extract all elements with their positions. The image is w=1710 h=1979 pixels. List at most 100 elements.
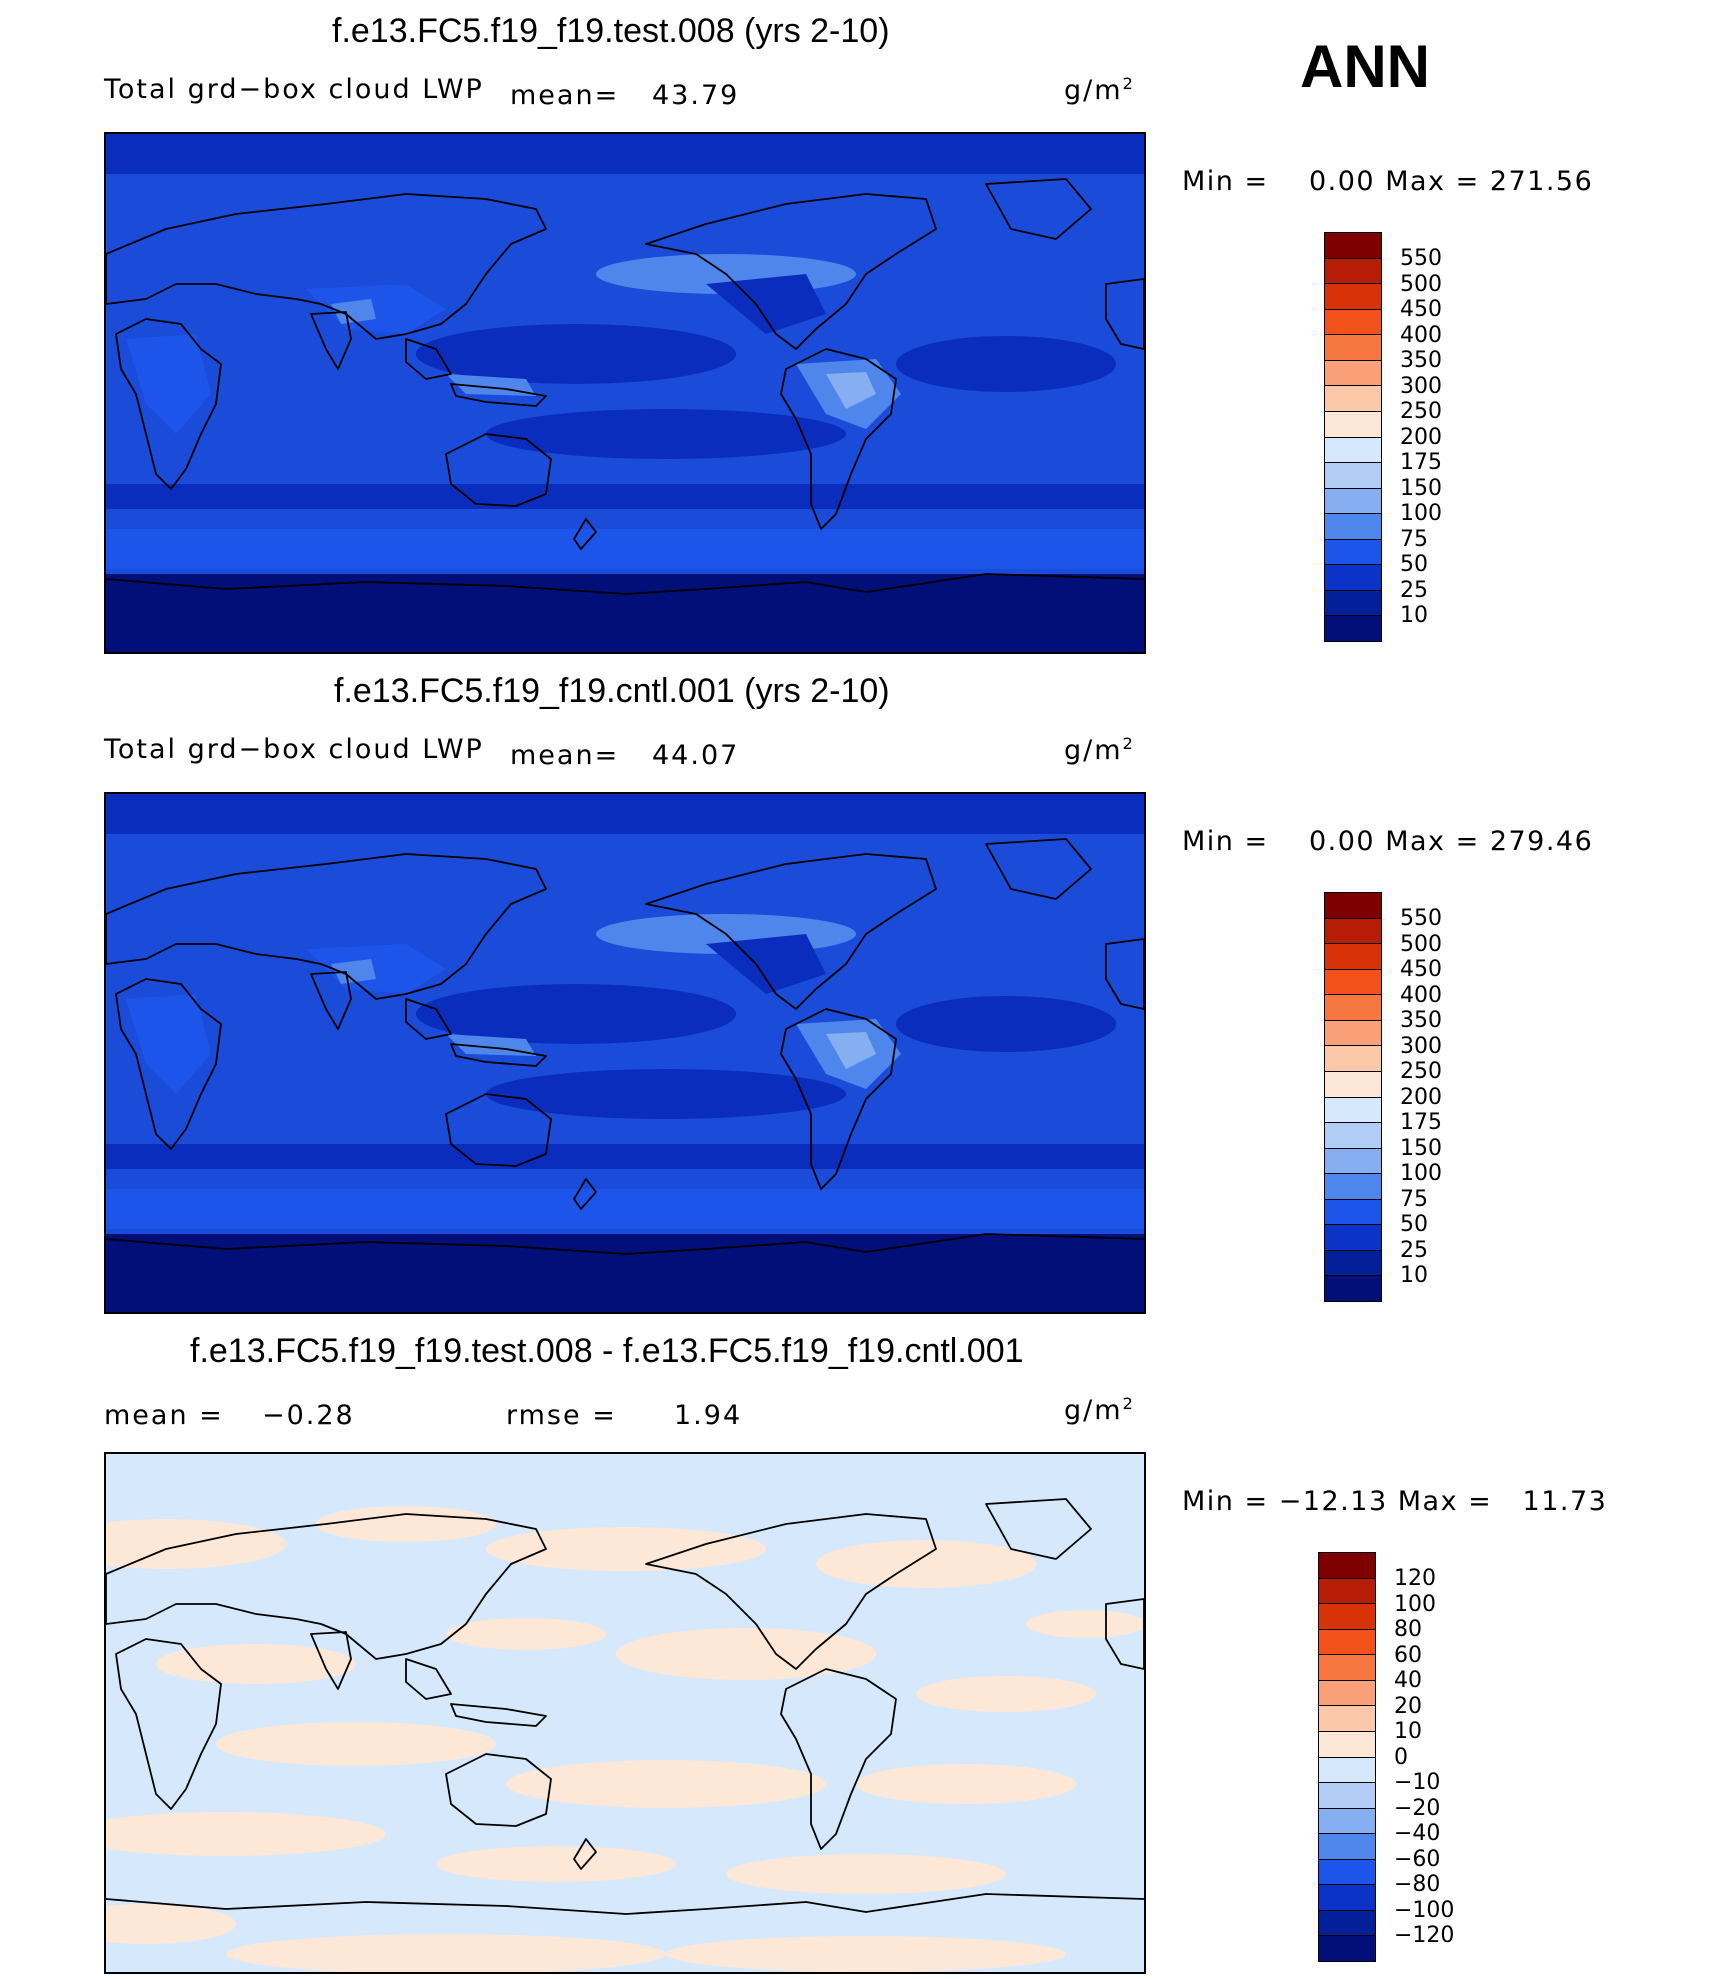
colorbar-tick-label: 75 (1400, 526, 1428, 552)
colorbar-swatch (1325, 1071, 1381, 1098)
map-field-band (106, 794, 1144, 834)
map-field-patch (826, 372, 876, 409)
colorbar-swatch (1325, 514, 1381, 540)
colorbar-swatch (1319, 1834, 1375, 1860)
map-field-band (106, 574, 1144, 652)
coastline (405, 338, 452, 380)
panel1-map (104, 132, 1146, 654)
panel1-minmax: Min = 0.00 Max = 271.56 (1182, 166, 1594, 197)
panel1-title: f.e13.FC5.f19_f19.test.008 (yrs 2-10) (332, 12, 890, 50)
panel1-colorbar-labels: 550 500 450 400 350 300 250 200 175 150 100 75 50 25 1… (1400, 246, 1442, 629)
colorbar-swatch (1319, 1910, 1375, 1937)
colorbar-swatch (1325, 411, 1381, 438)
coastline (115, 1638, 222, 1810)
map-field-patch (486, 409, 846, 459)
map-field-band (106, 1144, 1144, 1169)
colorbar-swatch (1319, 1808, 1375, 1835)
panel2-colorbar-labels: 550 500 450 400 350 300 250 200 175 150 100 75 50 25 1… (1400, 906, 1442, 1289)
colorbar-swatch (1325, 1225, 1381, 1251)
coastline (450, 1043, 547, 1067)
colorbar-swatch (1325, 565, 1381, 591)
colorbar-tick-label: 100 (1400, 501, 1442, 526)
colorbar-tick-label: 60 (1394, 1642, 1422, 1668)
colorbar-swatch (1319, 1936, 1375, 1961)
coastline (645, 193, 937, 350)
map-field-patch (126, 334, 211, 434)
map-field-patch (1026, 1610, 1144, 1638)
colorbar-tick-label: 350 (1400, 1008, 1442, 1033)
map-field-patch (106, 1904, 236, 1944)
map-field-patch (331, 299, 376, 324)
colorbar-swatch (1319, 1731, 1375, 1758)
colorbar-tick-label: 550 (1400, 906, 1442, 931)
map-field-band (106, 1234, 1144, 1312)
panel2-mean-label: mean= (510, 740, 620, 771)
coastline (985, 178, 1092, 240)
panel3-mean-label: mean = (104, 1400, 224, 1431)
panel2-map-svg (106, 794, 1144, 1312)
panel1-mean-label: mean= (510, 80, 620, 111)
coastline (310, 1631, 352, 1690)
colorbar-swatch (1319, 1859, 1375, 1886)
coastline (1105, 938, 1144, 1010)
colorbar-swatch (1325, 539, 1381, 566)
colorbar-tick-label: 500 (1400, 271, 1442, 297)
coastline (106, 1233, 1144, 1255)
map-field-band (106, 484, 1144, 509)
colorbar-swatch (1325, 1020, 1381, 1047)
coastline (115, 318, 222, 490)
coastline (106, 1893, 1144, 1915)
panel3-units: g/m2 (1064, 1394, 1135, 1426)
coastline (985, 838, 1092, 900)
map-field-patch (896, 336, 1116, 392)
colorbar-swatch (1319, 1629, 1375, 1656)
panel3-map (104, 1452, 1146, 1974)
colorbar-tick-label: 10 (1400, 1263, 1428, 1288)
colorbar-swatch (1325, 893, 1381, 919)
colorbar-tick-label: 25 (1400, 1237, 1428, 1263)
coastline (573, 518, 597, 550)
coastline (450, 383, 547, 407)
map-field-patch (416, 984, 736, 1044)
colorbar-swatch (1325, 1097, 1381, 1124)
coastline (445, 1093, 552, 1167)
colorbar-swatch (1325, 1123, 1381, 1149)
panel2-map (104, 792, 1146, 1314)
coastline (645, 1513, 937, 1670)
map-field-patch (486, 1527, 766, 1571)
map-field-patch (506, 1760, 826, 1808)
map-field-patch (916, 1676, 1096, 1712)
panel3-rmse-value: 1.94 (674, 1400, 743, 1431)
panel2-mean-value: 44.07 (652, 740, 740, 771)
colorbar-swatch (1325, 258, 1381, 285)
map-field-patch (616, 1628, 876, 1680)
colorbar-tick-label: 25 (1400, 577, 1428, 603)
panel3-rmse-label: rmse = (506, 1400, 617, 1431)
colorbar-swatch (1325, 944, 1381, 970)
colorbar-swatch (1319, 1757, 1375, 1784)
coastline (310, 971, 352, 1030)
colorbar-swatch (1325, 1250, 1381, 1277)
colorbar-swatch (1325, 1276, 1381, 1301)
colorbar-tick-label: 550 (1400, 246, 1442, 271)
colorbar-swatch (1325, 488, 1381, 515)
colorbar-swatch (1325, 233, 1381, 259)
colorbar-tick-label: 50 (1400, 552, 1428, 577)
colorbar-tick-label: 450 (1400, 957, 1442, 982)
colorbar-tick-label: −80 (1394, 1872, 1441, 1897)
coastline (106, 573, 1144, 595)
colorbar-tick-label: 350 (1400, 348, 1442, 373)
map-field-band (106, 134, 1144, 174)
panel3-colorbar (1318, 1552, 1376, 1962)
panel1-map-svg (106, 134, 1144, 652)
colorbar-swatch (1325, 335, 1381, 361)
colorbar-tick-label: −60 (1394, 1846, 1441, 1872)
colorbar-swatch (1325, 1174, 1381, 1200)
panel1-colorbar (1324, 232, 1382, 642)
map-field-patch (446, 1618, 606, 1650)
colorbar-tick-label: 250 (1400, 399, 1442, 424)
colorbar-swatch (1319, 1885, 1375, 1911)
colorbar-tick-label: 400 (1400, 322, 1442, 348)
map-field-patch (486, 1069, 846, 1119)
coastline (1105, 278, 1144, 350)
